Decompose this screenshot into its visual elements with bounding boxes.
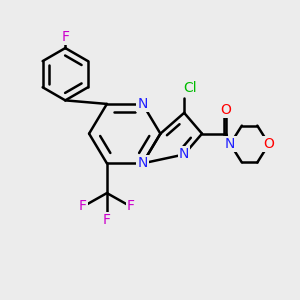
Text: N: N	[137, 156, 148, 170]
Text: F: F	[61, 30, 69, 44]
Text: N: N	[225, 137, 236, 151]
Text: N: N	[137, 97, 148, 111]
Text: F: F	[103, 213, 111, 227]
Text: N: N	[179, 148, 189, 161]
Text: O: O	[263, 137, 274, 151]
Text: Cl: Cl	[183, 81, 197, 94]
Text: O: O	[220, 103, 231, 117]
Text: F: F	[127, 200, 135, 214]
Text: F: F	[79, 200, 87, 214]
